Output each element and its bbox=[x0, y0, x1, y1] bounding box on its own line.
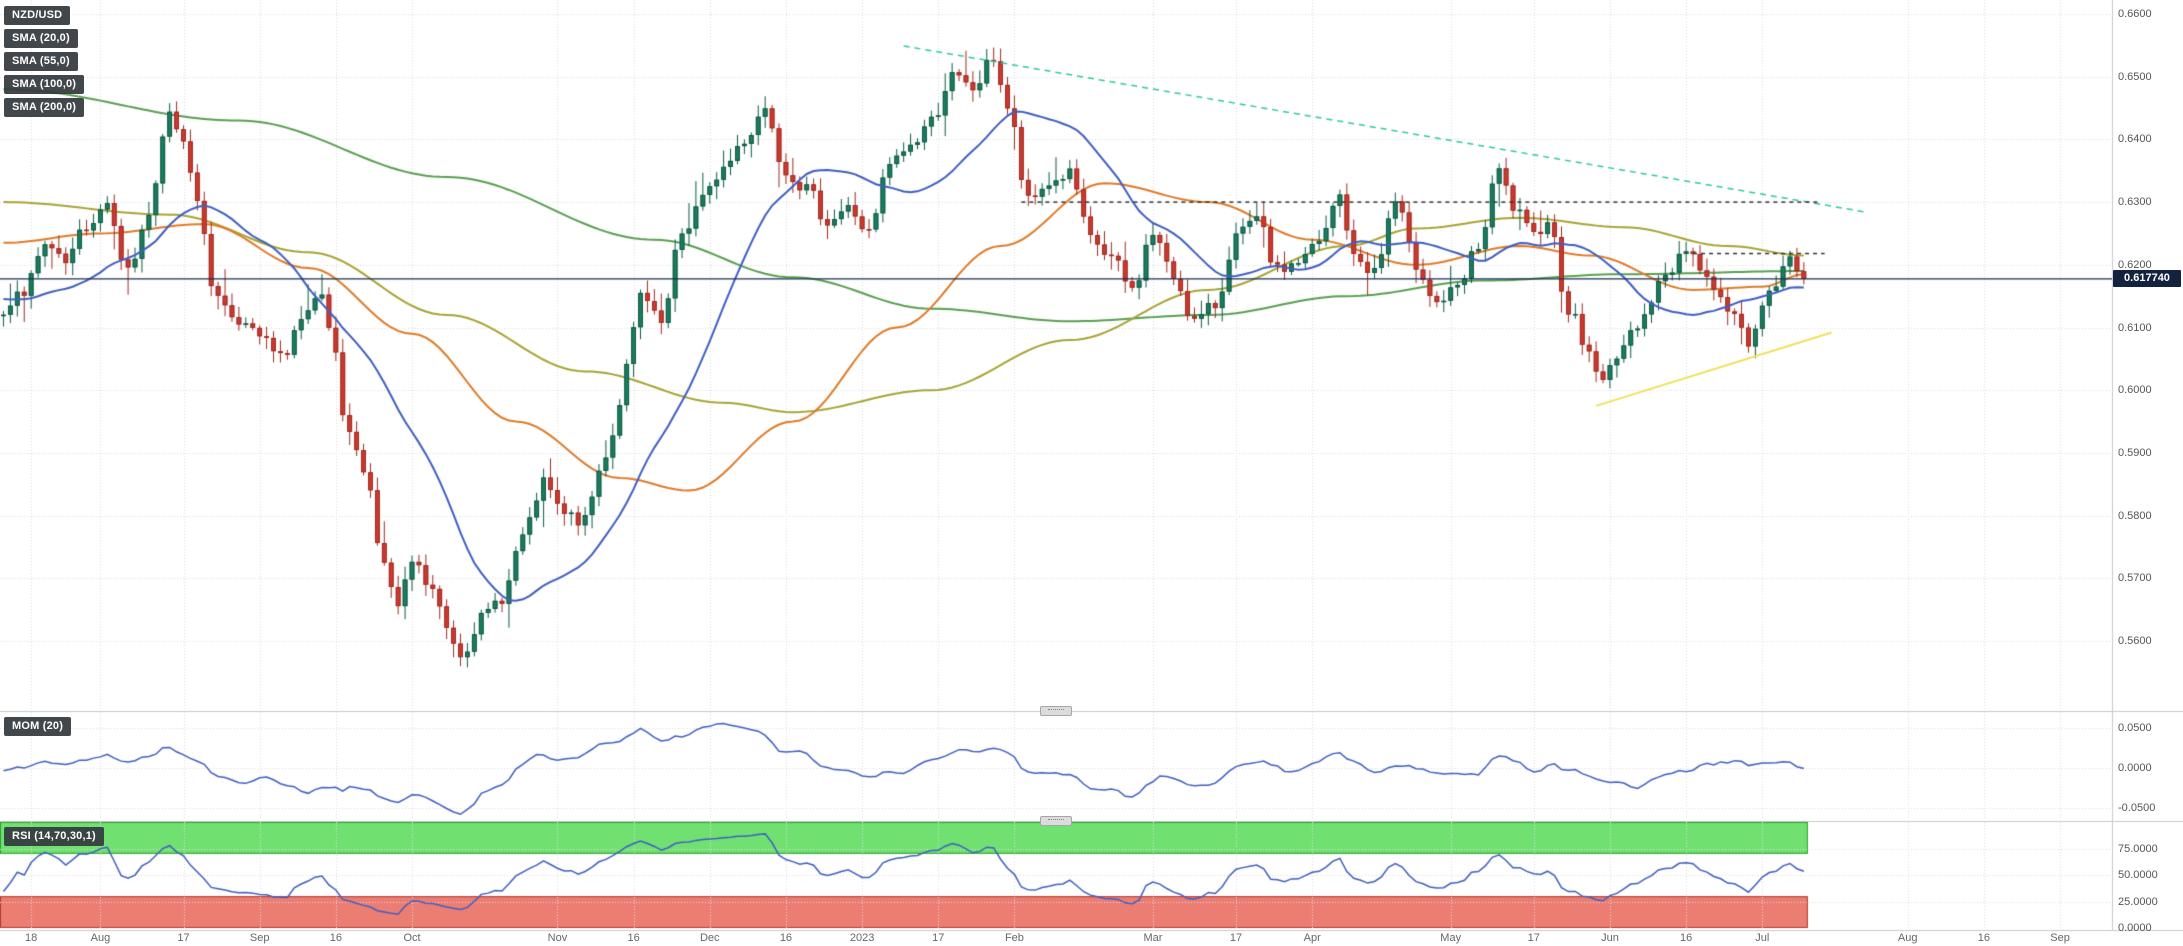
symbol-badge[interactable]: NZD/USD bbox=[4, 6, 71, 25]
time-axis-label: Mar bbox=[1143, 932, 1163, 944]
mom-axis-tick: 0.0500 bbox=[2118, 722, 2152, 734]
price-axis-tick: 0.6500 bbox=[2118, 70, 2152, 83]
panel-resize-handle-mom[interactable] bbox=[1040, 706, 1072, 716]
time-axis-label: 16 bbox=[1680, 932, 1693, 944]
time-axis-label: 16 bbox=[627, 932, 640, 944]
time-axis-label: 18 bbox=[25, 932, 38, 944]
time-axis-label: Aug bbox=[90, 932, 111, 944]
time-axis-label: Aug bbox=[1897, 932, 1918, 944]
price-axis-tick: 0.6100 bbox=[2118, 321, 2152, 334]
time-axis-label: 17 bbox=[932, 932, 945, 944]
price-axis-tick: 0.5800 bbox=[2118, 509, 2152, 522]
mom-axis-tick: -0.0500 bbox=[2118, 802, 2156, 814]
price-axis-tick: 0.5900 bbox=[2118, 446, 2152, 459]
time-axis-label: 2023 bbox=[849, 932, 875, 944]
time-axis-label: Feb bbox=[1004, 932, 1024, 944]
time-axis-label: Jun bbox=[1601, 932, 1619, 944]
time-axis-label: Dec bbox=[699, 932, 720, 944]
time-axis-label: Oct bbox=[403, 932, 421, 944]
time-axis-label: Jul bbox=[1755, 932, 1770, 944]
rsi-axis-tick: 50.0000 bbox=[2118, 869, 2158, 881]
sma200-badge[interactable]: SMA (200,0) bbox=[4, 98, 85, 117]
price-axis-tick: 0.6000 bbox=[2118, 384, 2152, 397]
mom-badge[interactable]: MOM (20) bbox=[4, 717, 72, 736]
time-axis-label: Apr bbox=[1303, 932, 1321, 944]
sma20-badge[interactable]: SMA (20,0) bbox=[4, 29, 78, 48]
time-axis-label: Nov bbox=[547, 932, 568, 944]
rsi-axis-tick: 0.0000 bbox=[2118, 922, 2152, 934]
current-price-badge: 0.617740 bbox=[2113, 270, 2181, 288]
price-axis-tick: 0.5700 bbox=[2118, 572, 2152, 585]
sma100-badge[interactable]: SMA (100,0) bbox=[4, 75, 85, 94]
rsi-badge[interactable]: RSI (14,70,30,1) bbox=[4, 827, 104, 846]
time-axis-label: Sep bbox=[249, 932, 270, 944]
sma55-badge[interactable]: SMA (55,0) bbox=[4, 52, 78, 71]
rsi-axis-tick: 75.0000 bbox=[2118, 842, 2158, 855]
time-axis-label: 16 bbox=[329, 932, 342, 944]
time-axis-label: May bbox=[1440, 932, 1462, 944]
price-axis-tick: 0.6600 bbox=[2118, 8, 2152, 20]
time-axis-label: 17 bbox=[1527, 932, 1540, 944]
price-axis-tick: 0.6200 bbox=[2118, 258, 2152, 271]
chart-legend: NZD/USD SMA (20,0) SMA (55,0) SMA (100,0… bbox=[4, 6, 85, 117]
time-axis-label: 17 bbox=[177, 932, 190, 944]
price-axis-tick: 0.6400 bbox=[2118, 133, 2152, 146]
time-axis-label: 16 bbox=[779, 932, 793, 944]
time-axis-label: Sep bbox=[2050, 932, 2070, 944]
panel-resize-handle-rsi[interactable] bbox=[1040, 816, 1072, 826]
rsi-axis-tick: 25.0000 bbox=[2118, 895, 2158, 908]
time-axis-label: 17 bbox=[1229, 932, 1243, 944]
time-axis-label: 16 bbox=[1977, 932, 1991, 944]
price-axis-tick: 0.6300 bbox=[2118, 196, 2152, 209]
price-axis-tick: 0.5600 bbox=[2118, 635, 2152, 647]
mom-axis-tick: 0.0000 bbox=[2118, 762, 2152, 774]
